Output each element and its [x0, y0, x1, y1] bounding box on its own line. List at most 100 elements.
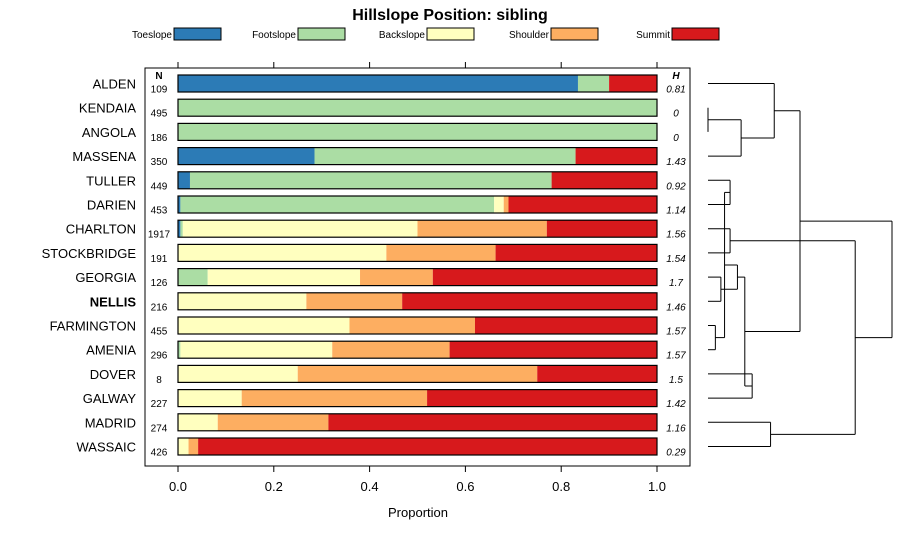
bar-segment-shoulder [417, 220, 547, 238]
n-value: 296 [151, 351, 168, 362]
h-value: 1.14 [666, 206, 686, 217]
row-label: GALWAY [83, 391, 137, 406]
n-value: 455 [151, 327, 168, 338]
bar-segment-toeslope [178, 220, 181, 238]
row-label: FARMINGTON [50, 319, 136, 334]
row-nellis: NELLIS 216 1.46 [90, 292, 686, 313]
bar-outline [177, 364, 658, 383]
bar-segment-shoulder [332, 341, 450, 359]
bar-outline [177, 243, 658, 262]
row-label: MASSENA [72, 149, 136, 164]
bar-segment-summit [432, 268, 657, 286]
bar-segment-shoulder [306, 292, 403, 310]
bar-outline [177, 147, 658, 166]
bar-segment-summit [537, 365, 657, 383]
row-label: DOVER [90, 367, 136, 382]
bar-outline [177, 437, 658, 456]
row-label: CHARLTON [66, 222, 136, 237]
bar-segment-footslope [178, 341, 181, 359]
bar-segment-summit [495, 244, 657, 262]
row-madrid: MADRID 274 1.16 [85, 413, 686, 434]
n-value: 191 [151, 254, 168, 265]
bar-segment-footslope [189, 171, 552, 189]
h-value: 0 [673, 133, 679, 144]
row-label: NELLIS [90, 294, 137, 309]
legend-label-footslope: Footslope [252, 30, 296, 41]
row-label: MADRID [85, 415, 136, 430]
n-value: 426 [151, 448, 168, 459]
bar-segment-shoulder [241, 389, 428, 407]
h-value: 1.46 [666, 302, 686, 313]
h-header: H [672, 71, 680, 82]
row-label: KENDAIA [79, 101, 136, 116]
row-farmington: FARMINGTON 455 1.57 [50, 316, 686, 338]
row-galway: GALWAY 227 1.42 [83, 389, 686, 410]
row-label: STOCKBRIDGE [42, 246, 137, 261]
legend-swatch-summit [671, 27, 720, 41]
bar-outline [177, 195, 658, 214]
bar-outline [177, 268, 658, 287]
bar-segment-summit [474, 317, 657, 334]
n-header: N [155, 71, 162, 82]
bar-segment-summit [551, 171, 657, 189]
x-axis: 0.0 0.2 0.4 0.6 0.8 1.0 [169, 62, 666, 494]
n-value: 350 [151, 157, 168, 168]
x-tick-label: 0.6 [456, 479, 474, 494]
n-value: 126 [151, 278, 168, 289]
legend-label-summit: Summit [636, 30, 670, 41]
h-value: 0 [673, 109, 679, 120]
row-wassaic: WASSAIC 426 0.29 [77, 437, 686, 459]
row-label: WASSAIC [77, 440, 136, 455]
bar-segment-footslope [178, 123, 657, 141]
n-value: 495 [151, 109, 168, 120]
bar-segment-backslope [178, 292, 307, 310]
legend-swatch-shoulder [550, 27, 599, 41]
bar-segment-summit [449, 341, 657, 359]
bar-segment-backslope [207, 268, 361, 286]
bar-segment-backslope [178, 413, 218, 431]
bar-segment-backslope [178, 244, 387, 262]
n-value: 109 [151, 85, 168, 96]
bar-segment-backslope [178, 438, 189, 455]
h-value: 0.81 [666, 85, 685, 96]
row-label: AMENIA [86, 343, 136, 358]
x-tick-label: 1.0 [648, 479, 666, 494]
x-axis-label: Proportion [388, 505, 448, 520]
row-alden: ALDEN 109 0.81 [93, 74, 686, 96]
rows: ALDEN 109 0.81 KENDAIA 495 0 ANGOLA 186 0 MASSENA… [42, 74, 686, 459]
row-amenia: AMENIA 296 1.57 [86, 340, 686, 362]
bar-segment-toeslope [178, 171, 190, 189]
bar-segment-footslope [178, 99, 657, 117]
legend-swatch-backslope [426, 27, 475, 41]
n-value: 8 [156, 375, 162, 386]
bar-outline [177, 74, 658, 93]
bar-segment-summit [402, 292, 657, 310]
bar-segment-shoulder [360, 268, 433, 286]
bar-segment-backslope [182, 220, 418, 238]
n-value: 449 [151, 181, 168, 192]
h-value: 1.54 [666, 254, 686, 265]
row-label: ALDEN [93, 77, 136, 92]
bar-segment-backslope [178, 389, 242, 407]
plot-frame [144, 67, 691, 467]
bar-segment-summit [427, 389, 657, 407]
bar-segment-shoulder [503, 196, 509, 213]
bar-segment-backslope [178, 317, 350, 334]
row-massena: MASSENA 350 1.43 [72, 147, 686, 168]
bar-outline [177, 340, 658, 359]
bar-segment-toeslope [178, 196, 181, 213]
bar-outline [177, 389, 658, 408]
bar-segment-footslope [577, 75, 610, 92]
bar-segment-summit [546, 220, 657, 238]
row-angola: ANGOLA 186 0 [82, 122, 679, 144]
bar-segment-summit [575, 147, 657, 165]
bar-outline [177, 292, 658, 311]
bar-segment-backslope [178, 365, 298, 383]
legend-label-toeslope: Toeslope [132, 30, 172, 41]
bar-segment-backslope [494, 196, 504, 213]
n-value: 227 [151, 399, 168, 410]
bar-segment-shoulder [297, 365, 538, 383]
bar-segment-shoulder [386, 244, 496, 262]
bar-segment-shoulder [217, 413, 329, 431]
